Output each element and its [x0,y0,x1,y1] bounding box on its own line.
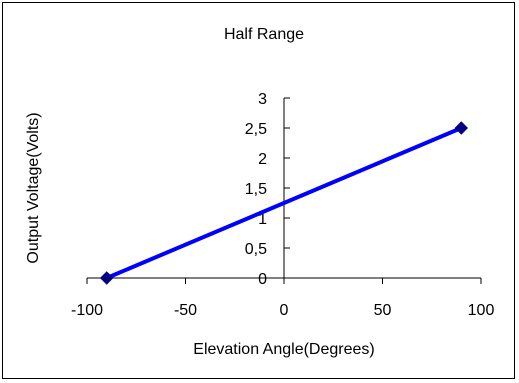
y-axis-title: Output Voltage(Volts) [25,112,42,263]
y-tick-label: 3 [258,91,267,108]
x-tick-label: 0 [280,302,289,319]
data-point-marker [99,271,114,285]
series-layer [99,121,469,285]
y-tick-label: 0,5 [245,241,267,258]
y-tick-label: 0 [258,271,267,288]
y-tick-label: 1,5 [245,181,267,198]
chart-frame [2,2,515,379]
x-tick-label: 100 [468,302,495,319]
data-point-marker [454,121,469,135]
chart-title: Half Range [224,26,304,43]
x-tick-label: -100 [71,302,103,319]
y-tick-label: 2,5 [245,121,267,138]
x-tick-label: 50 [374,302,392,319]
y-tick-label: 1 [258,211,267,228]
series-line [105,126,463,280]
x-tick-label: -50 [174,302,197,319]
axes: -100 -50 0 50 100 0 0,5 1 1,5 2 2,5 3 [71,91,494,319]
y-tick-label: 2 [258,151,267,168]
x-axis-title: Elevation Angle(Degrees) [193,341,374,358]
